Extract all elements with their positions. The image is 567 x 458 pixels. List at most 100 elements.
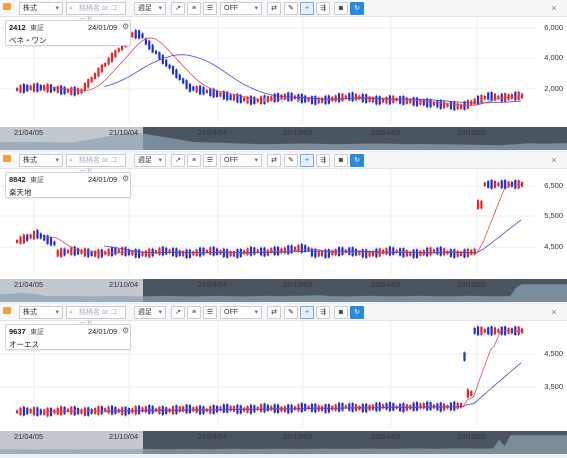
camera-button[interactable]: ◙ — [334, 306, 348, 319]
candle-body — [232, 94, 236, 101]
candle-body — [16, 410, 19, 414]
trendline-button[interactable]: ↗ — [171, 2, 185, 15]
indicator-select[interactable]: OFF — [220, 2, 262, 15]
settings-icon[interactable]: ⚙ — [122, 174, 130, 183]
camera-button[interactable]: ◙ — [334, 154, 348, 167]
navigator-selection — [0, 431, 143, 454]
price-chart[interactable]: 6,000 4,000 2,000 21/04/05 21/10/04 22/04/04 2… — [0, 17, 567, 150]
period-select[interactable]: 週足 — [134, 2, 166, 15]
candle-body — [63, 248, 66, 256]
candle-body — [514, 91, 517, 101]
candle-body — [358, 250, 361, 255]
candle-body — [43, 235, 46, 241]
shuffle-button[interactable]: ⇄ — [267, 306, 281, 319]
market-select[interactable]: 株式 — [19, 154, 63, 167]
candle-body — [46, 235, 49, 245]
candle-body — [192, 86, 195, 91]
price-chart[interactable]: 6,500 5,500 4,500 21/04/05 21/10/04 22/04/04 2… — [0, 169, 567, 302]
candle-body — [273, 246, 276, 256]
chart-toolbar: 株式 ⌕ 銘柄名 or コード 週足 ↗≡☰ ⇄✎+⇶ ◙↻ OFF × — [0, 304, 567, 327]
pen-button[interactable]: ✎ — [284, 154, 298, 167]
market-select[interactable]: 株式 — [19, 306, 63, 319]
candle-body — [287, 245, 290, 255]
period-select[interactable]: 週足 — [134, 154, 166, 167]
crosshair-button[interactable]: + — [300, 306, 314, 319]
scroll-right-button[interactable]: › — [296, 95, 300, 105]
stock-code: 9637 — [9, 327, 26, 336]
shuffle-button[interactable]: ⇄ — [267, 154, 281, 167]
indicator-select[interactable]: OFF — [220, 154, 262, 167]
search-icon: ⌕ — [69, 157, 73, 164]
pen-button[interactable]: ✎ — [284, 306, 298, 319]
candle-body — [439, 246, 442, 256]
compare-button[interactable]: ⇶ — [316, 2, 330, 15]
symbol-search-input[interactable]: ⌕ 銘柄名 or コード — [66, 306, 126, 327]
candle-body — [290, 245, 293, 254]
candle-body — [83, 248, 86, 257]
market-select[interactable]: 株式 — [19, 2, 63, 15]
candle-body — [517, 91, 520, 101]
candle-body — [436, 247, 439, 255]
candle-body — [66, 89, 70, 93]
camera-button[interactable]: ◙ — [334, 2, 348, 15]
candle-body — [321, 251, 324, 257]
refresh-button[interactable]: ↻ — [350, 154, 364, 167]
close-panel-icon[interactable]: × — [551, 3, 557, 13]
stock-market: 東証 — [30, 25, 44, 32]
candle-body — [351, 247, 354, 257]
candle-body — [304, 245, 307, 253]
horizontal-lines-button[interactable]: ≡ — [187, 2, 201, 15]
candle-body — [327, 249, 331, 258]
close-panel-icon[interactable]: × — [551, 155, 557, 165]
zoom-out-button[interactable]: − — [244, 95, 250, 105]
period-select[interactable]: 週足 — [134, 306, 166, 319]
chart-canvas[interactable] — [0, 321, 567, 454]
trendline-button[interactable]: ↗ — [171, 154, 185, 167]
refresh-button[interactable]: ↻ — [350, 2, 364, 15]
horizontal-lines-button[interactable]: ≡ — [187, 154, 201, 167]
zoom-in-button[interactable]: + — [262, 95, 268, 105]
symbol-search-input[interactable]: ⌕ 銘柄名 or コード — [66, 154, 126, 175]
chart-canvas[interactable] — [0, 17, 567, 150]
candle-body — [273, 93, 276, 103]
trendline-button[interactable]: ↗ — [171, 306, 185, 319]
compare-button[interactable]: ⇶ — [316, 306, 330, 319]
pen-button[interactable]: ✎ — [284, 2, 298, 15]
candle-body — [307, 97, 310, 102]
candle-body — [263, 403, 266, 413]
candle-body — [36, 407, 39, 416]
compare-button[interactable]: ⇶ — [316, 154, 330, 167]
candle-body — [270, 405, 273, 411]
settings-icon[interactable]: ⚙ — [122, 326, 130, 335]
crosshair-button[interactable]: + — [300, 154, 314, 167]
candle-body — [429, 99, 432, 108]
candle-body — [256, 249, 259, 253]
x-axis-tick-label: 21/04/05 — [14, 128, 44, 137]
candle-body — [493, 93, 497, 101]
indicator-list-button[interactable]: ☰ — [203, 2, 217, 15]
candle-body — [341, 93, 344, 102]
refresh-button[interactable]: ↻ — [350, 306, 364, 319]
scroll-left-button[interactable]: ‹ — [280, 95, 284, 105]
candle-body — [97, 67, 100, 77]
candle-body — [480, 94, 483, 103]
candle-body — [29, 234, 32, 239]
candle-body — [412, 249, 415, 258]
candle-body — [205, 249, 208, 253]
shuffle-button[interactable]: ⇄ — [267, 2, 281, 15]
horizontal-lines-button[interactable]: ≡ — [187, 306, 201, 319]
indicator-select[interactable]: OFF — [220, 306, 262, 319]
settings-icon[interactable]: ⚙ — [122, 22, 130, 31]
candle-body — [300, 93, 303, 103]
close-panel-icon[interactable]: × — [551, 307, 557, 317]
candle-body — [375, 402, 378, 412]
indicator-list-button[interactable]: ☰ — [203, 306, 217, 319]
candle-body — [60, 406, 63, 416]
indicator-list-button[interactable]: ☰ — [203, 154, 217, 167]
price-chart[interactable]: 4,500 3,500 21/04/05 21/10/04 22/04/04 22/10/… — [0, 321, 567, 454]
candle-body — [459, 104, 463, 110]
candle-body — [415, 97, 419, 107]
chart-canvas[interactable] — [0, 169, 567, 302]
symbol-search-input[interactable]: ⌕ 銘柄名 or コード — [66, 2, 126, 23]
crosshair-button[interactable]: + — [300, 2, 314, 15]
